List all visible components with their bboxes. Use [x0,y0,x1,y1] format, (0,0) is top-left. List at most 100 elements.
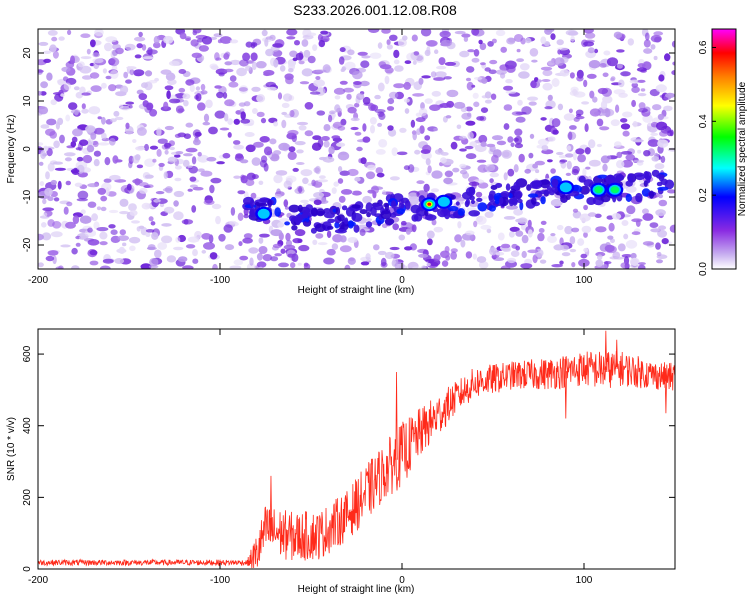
noise-blob [476,256,487,263]
noise-blob [237,190,246,195]
noise-blob [506,205,518,210]
signal-blob [635,192,643,203]
noise-blob [508,231,515,238]
noise-blob [519,63,530,71]
noise-blob [129,245,136,252]
noise-blob [60,244,71,248]
noise-blob [501,149,512,159]
noise-blob [228,81,239,88]
noise-blob [459,169,468,175]
noise-blob [77,190,89,200]
noise-blob [281,119,287,129]
noise-blob [76,198,89,202]
noise-blob [154,249,162,259]
signal-blob [615,174,625,181]
noise-blob [333,87,346,95]
noise-blob [183,153,193,157]
noise-blob [576,75,584,82]
noise-blob [472,253,477,260]
noise-blob [599,63,607,68]
noise-blob [173,246,184,251]
noise-blob [456,124,462,130]
noise-blob [128,203,137,212]
y-tick-label: 0 [22,146,33,152]
noise-blob [356,146,363,152]
noise-blob [99,231,108,240]
noise-blob [571,262,576,268]
noise-blob [309,91,321,95]
noise-blob [433,127,438,132]
noise-blob [636,67,647,72]
noise-blob [371,185,379,194]
noise-blob [340,189,353,195]
noise-blob [135,146,145,151]
noise-blob [569,125,577,130]
noise-blob [374,94,381,100]
noise-blob [115,116,124,121]
noise-blob [119,198,129,207]
noise-blob [277,92,283,100]
noise-blob [230,207,236,216]
noise-blob [583,41,595,47]
noise-blob [389,176,400,181]
noise-blob [173,190,185,198]
x-tick-label: -100 [210,575,230,586]
noise-blob [671,70,675,76]
noise-blob [556,224,564,231]
noise-blob [153,42,161,49]
noise-blob [203,199,215,205]
noise-blob [110,118,117,123]
noise-blob [655,84,667,93]
noise-blob [332,234,343,243]
signal-blob [644,171,652,181]
noise-blob [73,86,80,91]
signal-blob [396,208,406,215]
noise-blob [88,106,101,115]
noise-blob [328,146,335,155]
noise-blob [248,247,259,254]
noise-blob [350,117,360,122]
signal-blob [461,191,473,200]
noise-blob [471,29,480,36]
noise-blob [295,52,304,61]
noise-blob [79,215,92,224]
noise-blob [530,80,541,89]
noise-blob [169,146,175,151]
noise-blob [123,71,129,79]
noise-blob [145,184,154,189]
noise-blob [259,233,270,238]
noise-blob [614,141,622,148]
noise-blob [239,255,249,261]
noise-blob [328,114,333,123]
noise-blob [510,142,515,148]
noise-blob [150,221,156,226]
noise-blob [109,69,119,79]
noise-blob [157,138,168,144]
noise-blob [339,235,347,243]
noise-blob [197,168,205,172]
colorbar-tick-label: 0.0 [698,262,709,276]
noise-blob [317,138,324,148]
noise-blob [286,29,298,36]
noise-blob [618,79,625,88]
noise-blob [101,116,106,125]
signal-blob [310,207,318,216]
noise-blob [423,183,430,192]
noise-blob [193,138,201,146]
noise-blob [185,79,195,86]
noise-blob [427,238,433,246]
noise-blob [192,249,198,257]
noise-blob [514,128,523,136]
snr-panel: -200 -100 0 100 0 200 400 600 Height of straigh… [6,328,676,595]
spectrogram-y-axis-label: Frequency (Hz) [6,115,17,184]
noise-blob [105,75,112,80]
noise-blob [403,98,410,103]
noise-blob [347,106,357,114]
noise-blob [650,228,662,233]
noise-blob [506,37,516,45]
noise-blob [282,93,293,102]
noise-blob [192,29,202,34]
noise-blob [270,229,283,237]
noise-blob [249,257,254,266]
noise-blob [174,154,181,158]
